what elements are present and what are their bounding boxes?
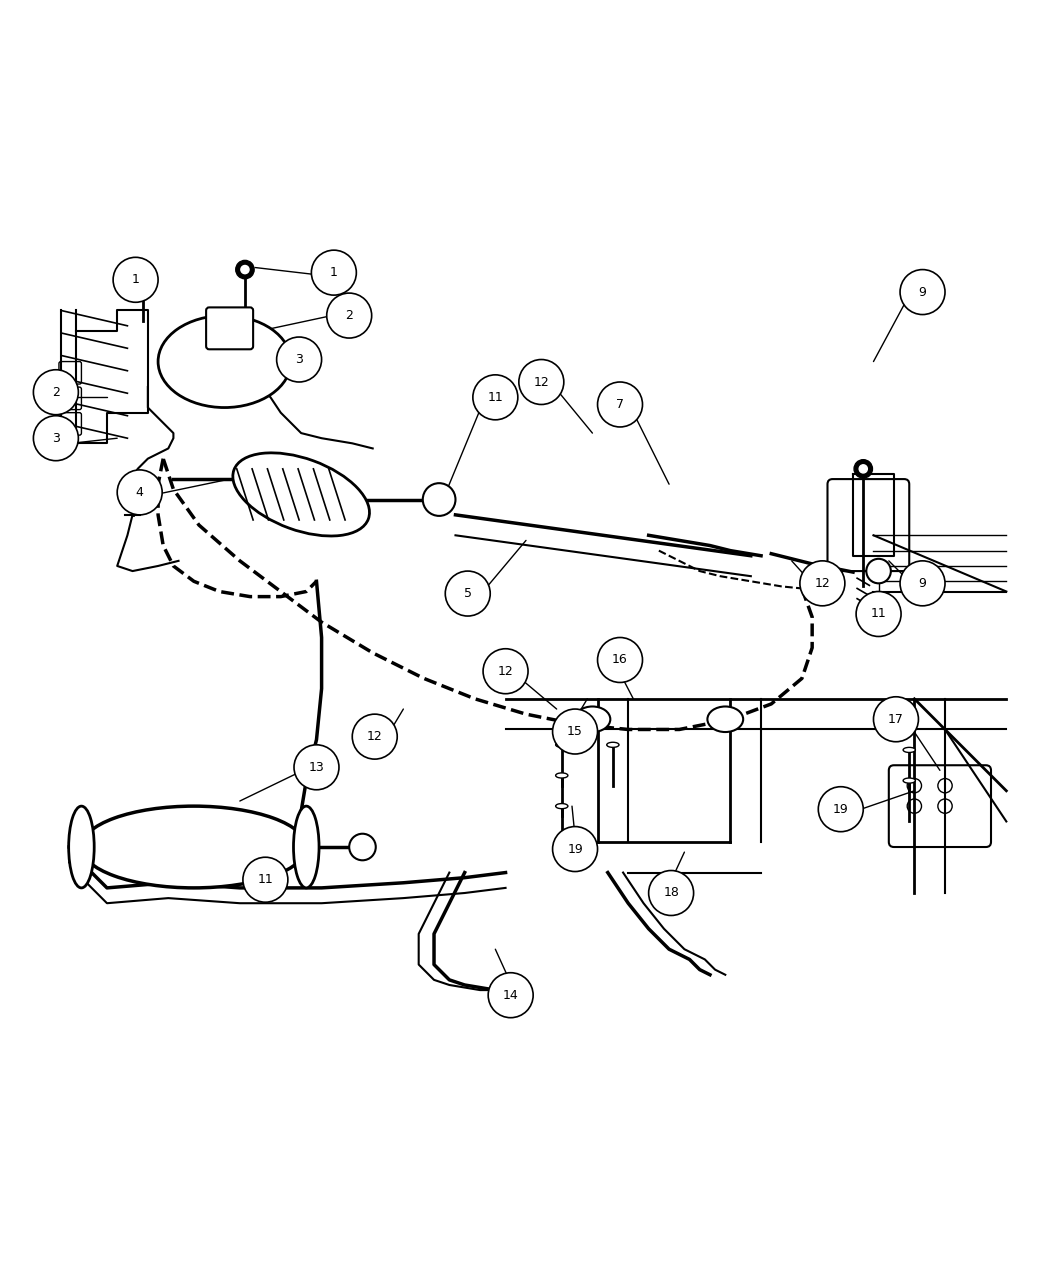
Text: 3: 3 <box>296 353 303 366</box>
Circle shape <box>938 779 952 793</box>
Circle shape <box>859 465 867 473</box>
FancyBboxPatch shape <box>59 413 81 435</box>
Circle shape <box>818 787 864 831</box>
Text: 1: 1 <box>330 266 338 279</box>
Circle shape <box>907 799 922 813</box>
Circle shape <box>423 483 456 516</box>
Ellipse shape <box>555 803 568 808</box>
Circle shape <box>472 375 518 419</box>
Circle shape <box>867 558 891 584</box>
Text: 11: 11 <box>487 391 503 404</box>
Circle shape <box>938 799 952 813</box>
Circle shape <box>349 834 376 861</box>
Circle shape <box>135 277 150 293</box>
Circle shape <box>483 649 528 694</box>
Circle shape <box>856 592 902 636</box>
Circle shape <box>552 709 598 754</box>
Circle shape <box>34 370 78 414</box>
Text: 18: 18 <box>663 886 679 899</box>
Ellipse shape <box>81 806 306 887</box>
Circle shape <box>598 638 643 682</box>
Circle shape <box>854 460 872 478</box>
FancyBboxPatch shape <box>59 388 81 409</box>
Circle shape <box>125 482 140 496</box>
Circle shape <box>34 416 78 460</box>
Text: 16: 16 <box>612 654 628 667</box>
Circle shape <box>236 260 255 279</box>
Text: 11: 11 <box>258 873 274 886</box>
Text: 13: 13 <box>308 761 324 774</box>
Ellipse shape <box>707 706 743 732</box>
Text: 5: 5 <box>464 586 471 601</box>
Text: 2: 2 <box>345 309 353 323</box>
Text: 17: 17 <box>888 713 904 725</box>
Ellipse shape <box>555 742 568 747</box>
Circle shape <box>907 779 922 793</box>
Text: 7: 7 <box>616 398 624 411</box>
Ellipse shape <box>232 453 369 536</box>
FancyBboxPatch shape <box>889 765 991 847</box>
Circle shape <box>277 337 322 382</box>
Text: 12: 12 <box>533 376 549 389</box>
Ellipse shape <box>574 706 610 732</box>
Text: 11: 11 <box>871 607 887 621</box>
Circle shape <box>327 293 371 338</box>
Text: 9: 9 <box>918 576 927 590</box>
Text: 19: 19 <box>833 803 849 816</box>
Circle shape <box>800 561 845 606</box>
Text: 12: 12 <box>814 576 830 590</box>
Circle shape <box>901 561 945 606</box>
Circle shape <box>873 696 918 742</box>
Circle shape <box>294 745 339 789</box>
Circle shape <box>352 714 398 759</box>
Text: 4: 4 <box>136 486 144 499</box>
Ellipse shape <box>68 806 95 887</box>
Circle shape <box>311 250 357 295</box>
Ellipse shape <box>607 742 619 747</box>
Circle shape <box>241 265 249 274</box>
Circle shape <box>243 857 288 903</box>
Circle shape <box>519 360 564 404</box>
Circle shape <box>552 826 598 872</box>
Text: 15: 15 <box>567 725 583 738</box>
Ellipse shape <box>903 778 915 783</box>
Circle shape <box>649 871 693 915</box>
Circle shape <box>114 258 158 302</box>
Text: 1: 1 <box>132 273 140 287</box>
Circle shape <box>117 470 162 515</box>
Text: 14: 14 <box>503 988 519 1002</box>
Text: 3: 3 <box>52 432 60 445</box>
Ellipse shape <box>158 316 291 408</box>
Circle shape <box>901 269 945 315</box>
FancyBboxPatch shape <box>206 307 254 349</box>
Ellipse shape <box>555 773 568 778</box>
Ellipse shape <box>294 806 319 887</box>
Text: 19: 19 <box>567 843 583 856</box>
Text: 9: 9 <box>918 286 927 298</box>
Text: 2: 2 <box>52 386 60 399</box>
Circle shape <box>488 973 533 1017</box>
Circle shape <box>139 280 147 289</box>
Ellipse shape <box>903 747 915 752</box>
FancyBboxPatch shape <box>59 362 81 384</box>
Text: 12: 12 <box>498 664 513 678</box>
FancyBboxPatch shape <box>828 479 909 571</box>
Text: 12: 12 <box>367 731 383 743</box>
Circle shape <box>598 382 643 427</box>
Circle shape <box>445 571 490 616</box>
